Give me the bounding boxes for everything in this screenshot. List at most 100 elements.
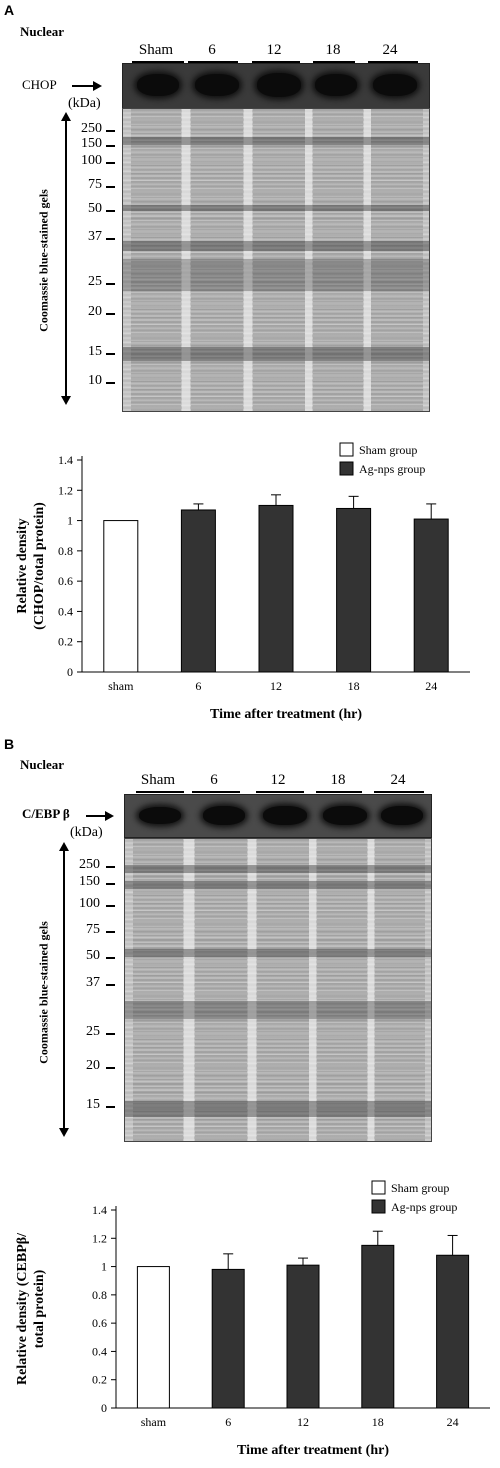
gel-gap [305, 109, 312, 411]
y-axis-label-line: Relative density (CEBPβ/ [15, 1232, 30, 1385]
x-tick-label: 18 [372, 1415, 384, 1429]
protein-label-cebpb: C/EBP β [22, 806, 70, 821]
gel-caption-a: Coomassie blue-stained gels [36, 189, 51, 332]
marker-label: 15 [86, 1097, 100, 1112]
marker-tick [106, 931, 115, 933]
gel-lane [191, 109, 243, 411]
gel-band-row [123, 241, 429, 251]
bar-12 [286, 1264, 320, 1409]
marker-label: 100 [79, 896, 100, 911]
legend-label: Sham group [359, 443, 417, 457]
y-tick-label: 0.4 [92, 1344, 107, 1358]
lane-label-sham-a: Sham [138, 42, 174, 58]
y-tick-label: 1.4 [58, 453, 73, 467]
gel-lane [253, 109, 305, 411]
bar-24 [436, 1254, 470, 1409]
y-tick-label: 1.2 [92, 1231, 107, 1245]
legend-swatch [371, 1180, 386, 1195]
legend-label: Ag-nps group [359, 462, 425, 476]
gel-lane [375, 839, 425, 1141]
marker-tick [106, 353, 115, 355]
panel-letter-a: A [4, 2, 15, 18]
lane-label-sham-b: Sham [140, 772, 176, 788]
marker-tick [106, 866, 115, 868]
lane-label-24-a: 24 [382, 42, 398, 58]
bar-12 [258, 504, 294, 673]
marker-label: 250 [81, 121, 102, 136]
protein-label-chop: CHOP [22, 77, 57, 92]
lane-bar [313, 61, 355, 63]
blot-band [373, 74, 417, 96]
gel-band-row [123, 137, 429, 145]
lane-bar [316, 791, 362, 793]
marker-tick [106, 957, 115, 959]
x-tick-label: 12 [270, 679, 282, 693]
marker-tick [106, 162, 115, 164]
compartment-label-a: Nuclear [20, 24, 65, 39]
marker-label: 75 [86, 922, 100, 937]
blot-band [263, 806, 307, 825]
gel-lane [195, 839, 247, 1141]
gel-band-row [125, 1001, 431, 1019]
gel-band-row [123, 205, 429, 211]
marker-label: 37 [88, 229, 102, 244]
x-tick-label: sham [141, 1415, 167, 1429]
y-tick-label: 1.4 [92, 1203, 107, 1217]
marker-tick [106, 186, 115, 188]
marker-label: 150 [79, 874, 100, 889]
bar-sham [103, 520, 139, 673]
bar-18 [336, 507, 372, 673]
x-axis-label: Time after treatment (hr) [210, 707, 362, 722]
gel-lane [371, 109, 423, 411]
kda-label-b: (kDa) [70, 825, 103, 840]
marker-tick [106, 984, 115, 986]
lane-bar [188, 61, 238, 63]
gel-caption-b: Coomassie blue-stained gels [36, 921, 51, 1064]
gel-band-row [125, 865, 431, 873]
blot-band [257, 73, 301, 97]
western-blot-cebpb [124, 794, 432, 838]
y-tick-label: 0.4 [58, 604, 73, 618]
y-axis-label: Relative density (CHOP/total protein) [15, 502, 47, 630]
arrow-line [86, 815, 106, 817]
lane-label-6-b: 6 [210, 772, 218, 788]
y-axis-label: Relative density (CEBPβ/total protein) [15, 1232, 47, 1385]
legend-swatch [339, 442, 354, 457]
blot-band [139, 807, 181, 824]
gel-lane [317, 839, 367, 1141]
y-axis-label-line: (CHOP/total protein) [32, 502, 47, 630]
lane-bar [132, 61, 184, 63]
lane-label-12-a: 12 [266, 42, 282, 58]
lane-label-18-a: 18 [325, 42, 341, 58]
bar-chart-cebpb: 0 0.2 0.4 0.6 0.8 1 1.2 1.4 sham 6 12 18 24 Time afte… [15, 1180, 490, 1458]
x-tick-label: 18 [348, 679, 360, 693]
gel-lane [257, 839, 309, 1141]
blot-band [137, 74, 179, 96]
marker-tick [106, 1067, 115, 1069]
x-tick-label: 6 [195, 679, 201, 693]
legend-label: Sham group [391, 1181, 449, 1195]
arrow-right-icon [105, 811, 114, 821]
x-tick-label: 24 [425, 679, 437, 693]
x-tick-label: 24 [447, 1415, 459, 1429]
coomassie-gel-b [124, 838, 432, 1142]
marker-tick [106, 313, 115, 315]
y-tick-label: 0.8 [58, 544, 73, 558]
y-axis-label-line: Relative density [15, 518, 30, 613]
gel-gap [244, 109, 252, 411]
western-blot-chop [122, 63, 430, 109]
x-tick-label: 6 [225, 1415, 231, 1429]
marker-label: 50 [88, 201, 102, 216]
bar-6 [180, 509, 216, 673]
gel-gap [248, 839, 256, 1141]
marker-label: 20 [88, 304, 102, 319]
y-tick-label: 0.6 [92, 1316, 107, 1330]
marker-tick [106, 1106, 115, 1108]
y-tick-label: 0 [67, 665, 73, 679]
lane-label-6-a: 6 [208, 42, 216, 58]
gel-gap [368, 839, 374, 1141]
y-tick-label: 1.2 [58, 483, 73, 497]
gel-band-row [123, 347, 429, 361]
lane-bar [192, 791, 240, 793]
arrow-down-icon [59, 1128, 69, 1137]
